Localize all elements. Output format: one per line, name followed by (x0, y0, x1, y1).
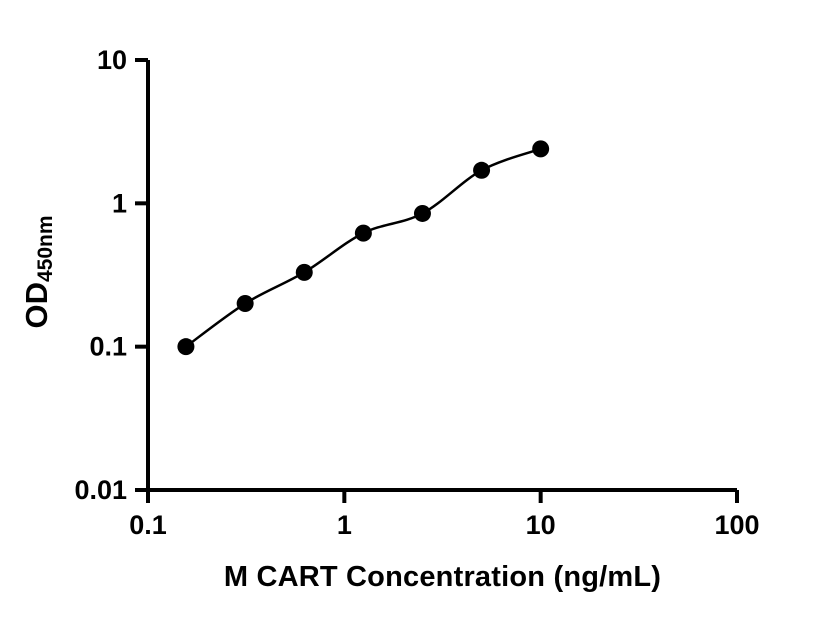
y-tick-label: 1 (112, 188, 127, 218)
data-point (295, 263, 313, 281)
axis-frame (146, 60, 737, 492)
x-tick-label: 10 (526, 510, 556, 540)
y-axis-title: OD450nm (19, 215, 57, 329)
data-point (354, 224, 372, 242)
data-point (177, 338, 195, 356)
y-tick-label: 10 (97, 45, 127, 75)
data-point (236, 295, 254, 313)
y-axis-title-sub: 450nm (34, 215, 57, 283)
y-tick-label: 0.01 (74, 475, 127, 505)
y-axis-title-main: OD (19, 282, 54, 329)
data-point (473, 161, 491, 179)
x-axis-title: M CART Concentration (ng/mL) (223, 561, 662, 593)
fit-curve (185, 147, 542, 348)
data-point (413, 204, 431, 222)
y-tick-label: 0.1 (89, 332, 127, 362)
x-tick-label: 0.1 (129, 510, 167, 540)
data-point (532, 140, 550, 158)
x-tick-label: 100 (714, 510, 759, 540)
x-tick-label: 1 (337, 510, 352, 540)
